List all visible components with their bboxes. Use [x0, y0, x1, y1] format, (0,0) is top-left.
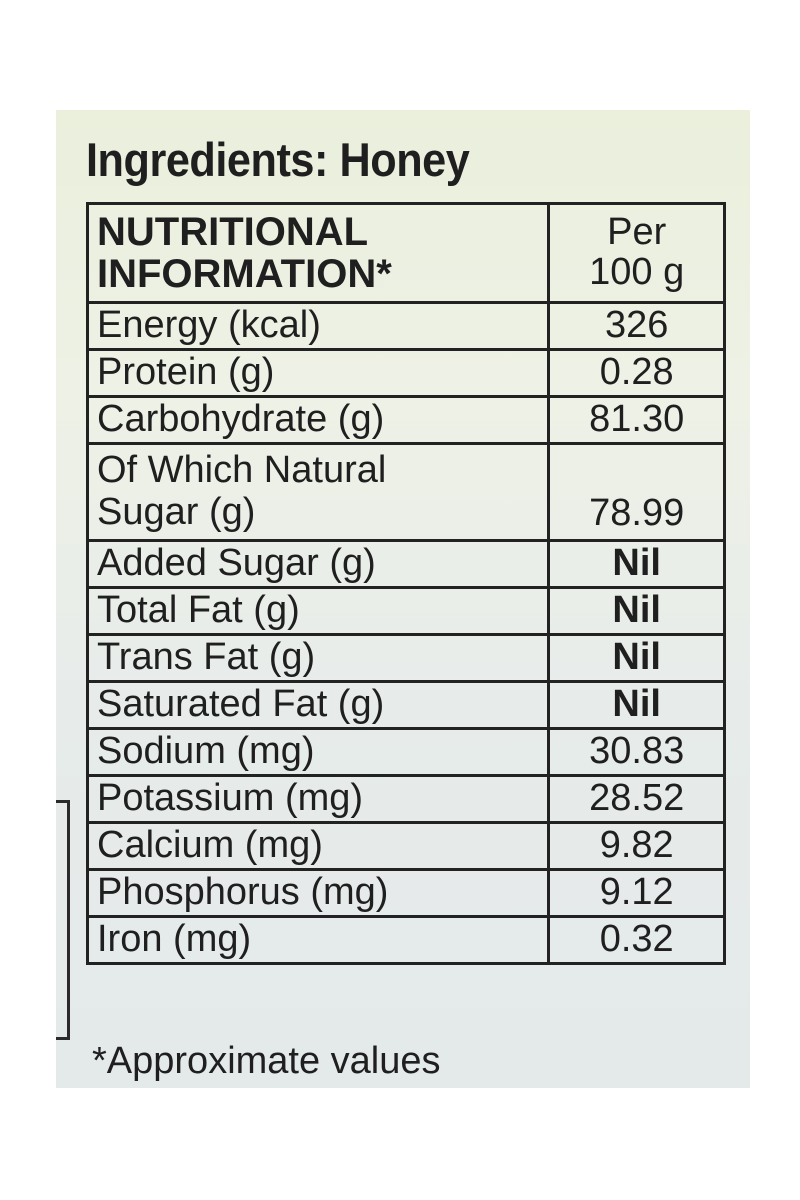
- nutrient-name: Phosphorus (mg): [85, 868, 551, 918]
- table-row: Added Sugar (g) Nil: [85, 539, 726, 589]
- table-row: Energy (kcal) 326: [85, 301, 726, 351]
- header-value-line1: Per: [607, 211, 667, 254]
- nutrient-value: 9.82: [547, 821, 726, 871]
- nutrient-name: Calcium (mg): [85, 821, 551, 871]
- table-row: Of Which Natural Sugar (g) 78.99: [85, 442, 726, 542]
- nutrient-value: 326: [547, 301, 726, 351]
- table-row: Potassium (mg) 28.52: [85, 774, 726, 824]
- nutrient-value: 81.30: [547, 395, 726, 445]
- table-row: Total Fat (g) Nil: [85, 586, 726, 636]
- table-row: Phosphorus (mg) 9.12: [85, 868, 726, 918]
- nutrient-value: Nil: [547, 633, 726, 683]
- nutrition-label: Ingredients: Honey NUTRITIONAL INFORMATI…: [56, 110, 750, 1088]
- nutrient-value: Nil: [547, 680, 726, 730]
- nutrition-table: NUTRITIONAL INFORMATION* Per 100 g Energ…: [85, 202, 726, 965]
- table-row: Saturated Fat (g) Nil: [85, 680, 726, 730]
- nutrient-value: 0.28: [547, 348, 726, 398]
- nutrient-value: Nil: [547, 539, 726, 589]
- table-row: Sodium (mg) 30.83: [85, 727, 726, 777]
- nutrient-value: 30.83: [547, 727, 726, 777]
- nutrient-value: 78.99: [547, 442, 726, 542]
- nutrient-name: Saturated Fat (g): [85, 680, 551, 730]
- nutrient-name: Carbohydrate (g): [85, 395, 551, 445]
- nutrient-name-line1: Of Which Natural: [97, 449, 387, 492]
- nutrient-value: 28.52: [547, 774, 726, 824]
- label-edge-bracket: [56, 800, 70, 1040]
- footnote: *Approximate values: [92, 1040, 441, 1082]
- nutrient-name: Sodium (mg): [85, 727, 551, 777]
- nutrient-value: Nil: [547, 586, 726, 636]
- nutrient-name: Energy (kcal): [85, 301, 551, 351]
- table-row: Iron (mg) 0.32: [85, 915, 726, 965]
- table-row: Trans Fat (g) Nil: [85, 633, 726, 683]
- nutrient-value: 9.12: [547, 868, 726, 918]
- header-name-line2: INFORMATION*: [97, 252, 392, 296]
- table-row: Carbohydrate (g) 81.30: [85, 395, 726, 445]
- nutrient-name: Trans Fat (g): [85, 633, 551, 683]
- header-value-line2: 100 g: [589, 251, 685, 293]
- table-header-row: NUTRITIONAL INFORMATION* Per 100 g: [85, 202, 726, 304]
- nutrient-value: 0.32: [547, 915, 726, 965]
- nutrient-name: Potassium (mg): [85, 774, 551, 824]
- table-row: Calcium (mg) 9.82: [85, 821, 726, 871]
- header-value-cell: Per 100 g: [547, 202, 726, 304]
- nutrient-name-line2: Sugar (g): [97, 491, 256, 533]
- nutrient-name: Protein (g): [85, 348, 551, 398]
- ingredients-title: Ingredients: Honey: [86, 133, 470, 186]
- nutrient-name: Added Sugar (g): [85, 539, 551, 589]
- nutrient-name: Iron (mg): [85, 915, 551, 965]
- header-name-cell: NUTRITIONAL INFORMATION*: [85, 202, 551, 304]
- table-row: Protein (g) 0.28: [85, 348, 726, 398]
- nutrient-name: Of Which Natural Sugar (g): [85, 442, 551, 542]
- header-name-line1: NUTRITIONAL: [97, 210, 369, 254]
- nutrient-name: Total Fat (g): [85, 586, 551, 636]
